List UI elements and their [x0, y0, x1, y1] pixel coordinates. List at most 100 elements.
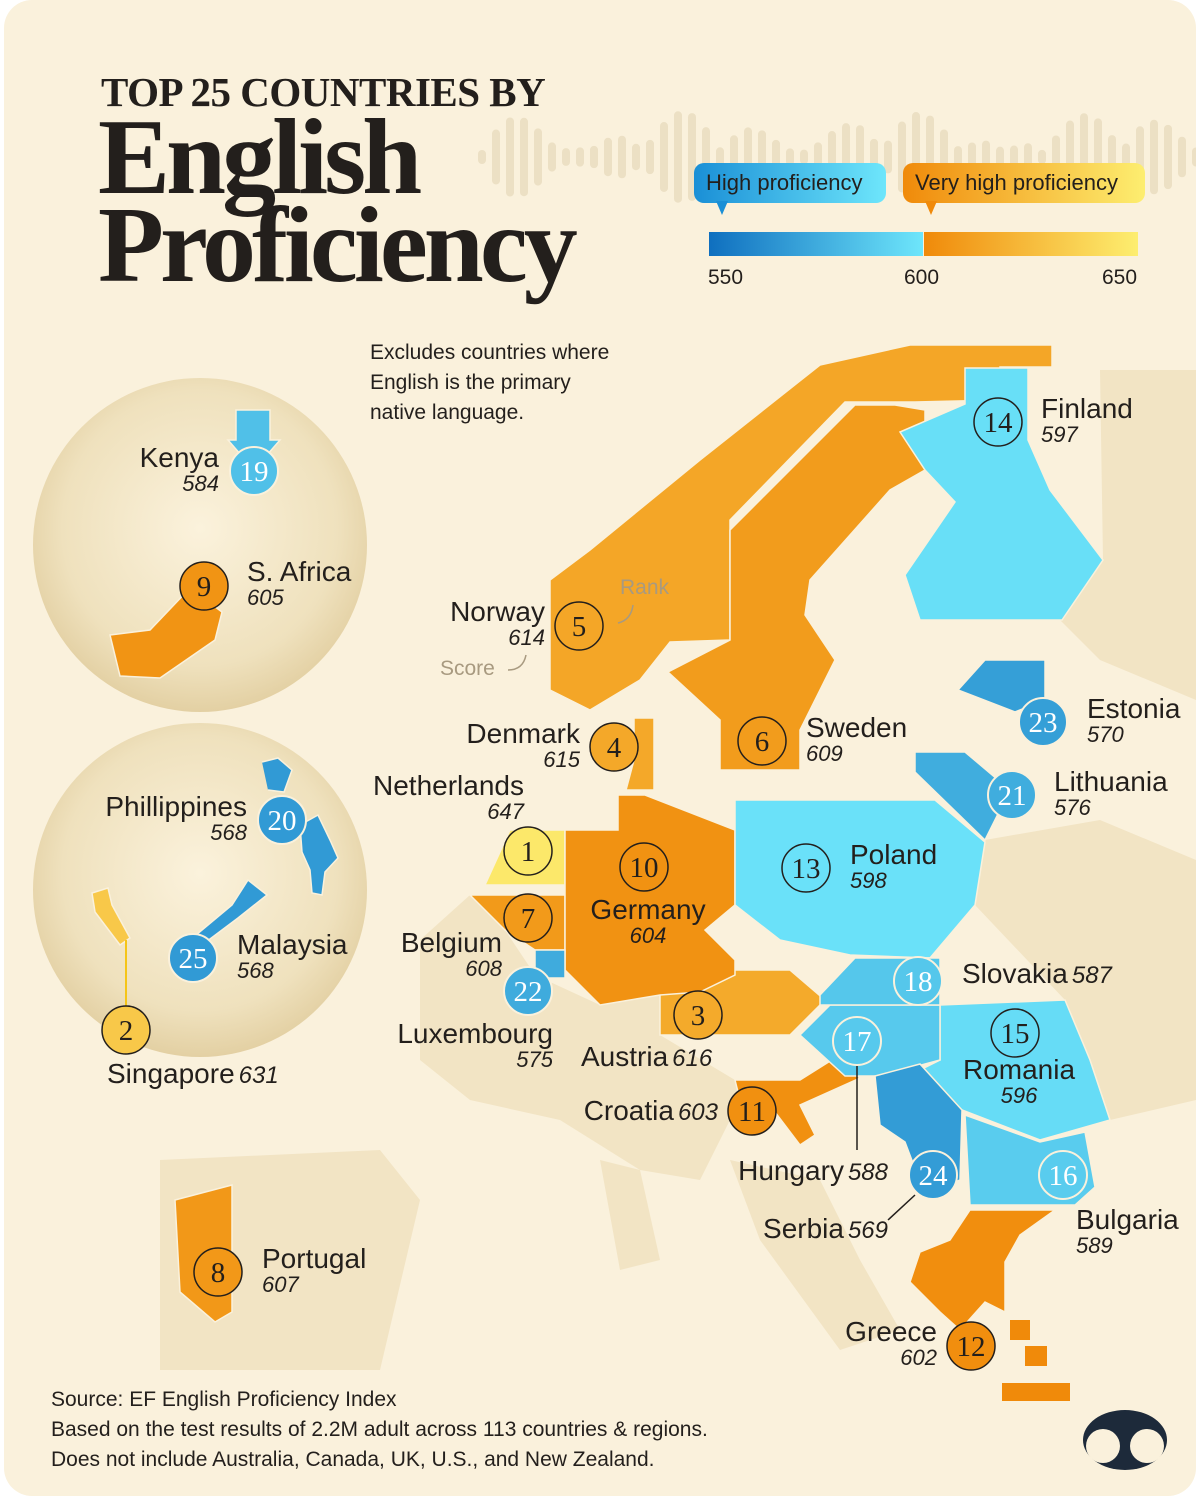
country-name: Serbia: [763, 1213, 844, 1244]
footer: Source: EF English Proficiency Index Bas…: [51, 1385, 708, 1475]
wave-bar: [996, 146, 1004, 168]
country-label-singapore: Singapore 631: [107, 1060, 279, 1088]
country-name: Portugal: [262, 1243, 367, 1274]
rank-number: 9: [197, 571, 212, 603]
rank-number: 15: [1001, 1018, 1030, 1050]
country-label-estonia: Estonia 570: [1087, 695, 1180, 747]
rank-number: 20: [268, 805, 297, 837]
wave-bar: [492, 129, 500, 185]
country-name: Malaysia: [237, 929, 348, 960]
rank-badge-s-africa: 9: [179, 561, 229, 611]
country-label-finland: Finland 597: [1041, 395, 1133, 447]
rank-annotation: Rank: [620, 576, 670, 599]
title-english: English: [98, 98, 422, 217]
country-score: 607: [262, 1272, 299, 1297]
country-label-s-africa: S. Africa 605: [247, 558, 351, 610]
rank-badge-hungary: 17: [832, 1016, 882, 1066]
country-name: Singapore: [107, 1058, 235, 1089]
rank-circle: [832, 1016, 882, 1066]
rank-circle: [193, 1247, 243, 1297]
greece-island: [1002, 1383, 1070, 1401]
country-name: Austria: [581, 1041, 669, 1072]
exclusions-line: Does not include Australia, Canada, UK, …: [51, 1448, 655, 1471]
country-score: 608: [465, 956, 502, 981]
country-name: Sweden: [806, 712, 908, 743]
exclusion-note: Excludes countries where English is the …: [370, 338, 609, 428]
country-name: Phillippines: [105, 791, 247, 822]
country-label-hungary: Hungary 588: [738, 1157, 888, 1185]
rank-circle: [503, 893, 553, 943]
country-score: 597: [1041, 422, 1078, 447]
rank-badge-malaysia: 25: [168, 933, 218, 983]
country-label-croatia: Croatia 603: [584, 1097, 718, 1125]
country-name: Luxembourg: [397, 1018, 553, 1049]
wave-bar: [1178, 136, 1186, 178]
brand-logo-icon: [1083, 1410, 1167, 1470]
country-label-bulgaria: Bulgaria 589: [1076, 1206, 1179, 1258]
rank-badge-romania: 15: [990, 1008, 1040, 1058]
wave-bar: [954, 146, 962, 168]
country-score: 576: [1054, 795, 1091, 820]
rank-badge-kenya: 19: [229, 446, 279, 496]
rank-number: 21: [998, 780, 1027, 812]
source-line: Source: EF English Proficiency Index: [51, 1388, 397, 1411]
score-arrow-icon: [507, 654, 527, 671]
map: 12 34567891011121314151617181920212223242…: [33, 111, 1196, 1470]
rank-number: 10: [630, 852, 659, 884]
country-score: 603: [677, 1099, 718, 1126]
country-shape-romania: [918, 999, 1111, 1141]
country-label-luxembourg: Luxembourg 575: [397, 1020, 553, 1072]
legend-bar-very-high: [924, 232, 1138, 256]
country-name: Hungary: [738, 1155, 844, 1186]
rank-badge-phillippines: 20: [257, 795, 307, 845]
wave-bar: [800, 149, 808, 165]
wave-bar: [562, 148, 570, 166]
rank-badge-slovakia: 18: [893, 956, 943, 1006]
rank-number: 3: [691, 1000, 706, 1032]
country-label-denmark: Denmark 615: [466, 720, 580, 772]
country-name: Finland: [1041, 393, 1133, 424]
rank-badge-singapore: 2: [101, 1005, 151, 1055]
card: 1 2 3 4 5 6 7 8 9 10 11 12 13 14 15 16 17 18 19 20 21 22 23 24 2…: [4, 0, 1196, 1496]
country-name: Slovakia: [962, 958, 1068, 989]
country-name: Belgium: [400, 927, 502, 958]
country-name: S. Africa: [247, 556, 352, 587]
rank-badge-poland: 13: [781, 843, 831, 893]
country-name: Greece: [845, 1316, 937, 1347]
country-shape-phillippines: [261, 757, 339, 896]
country-label-phillippines: Phillippines 568: [105, 793, 247, 845]
rank-circle: [781, 843, 831, 893]
country-score: 609: [806, 741, 843, 766]
country-label-sweden: Sweden 609: [806, 714, 907, 766]
rank-circle: [987, 770, 1037, 820]
country-label-netherlands: Netherlands 647: [373, 772, 524, 824]
country-score: 598: [850, 868, 887, 893]
country-score: 647: [487, 799, 524, 824]
rank-number: 1: [521, 836, 536, 868]
rank-circle: [503, 826, 553, 876]
country-score: 570: [1087, 722, 1124, 747]
rank-circle: [257, 795, 307, 845]
country-score: 615: [543, 747, 580, 772]
country-label-kenya: Kenya 584: [140, 444, 219, 496]
country-score: 584: [182, 471, 219, 496]
rank-number: 6: [755, 726, 770, 758]
country-label-germany: Germany 604: [590, 896, 705, 948]
country-score: 587: [1071, 962, 1112, 989]
country-label-malaysia: Malaysia 568: [237, 931, 347, 983]
rank-number: 25: [179, 943, 208, 975]
rank-circle: [589, 722, 639, 772]
country-score: 631: [238, 1062, 279, 1089]
rank-number: 7: [521, 903, 536, 935]
rank-badge-austria: 3: [673, 990, 723, 1040]
rank-number: 8: [211, 1257, 226, 1289]
wave-bar: [716, 147, 724, 167]
rank-badge-sweden: 6: [737, 716, 787, 766]
rank-number: 2: [119, 1015, 134, 1047]
rank-badge-norway: 5: [554, 601, 604, 651]
country-score: 596: [1000, 1083, 1038, 1108]
rank-circle: [168, 933, 218, 983]
country-name: Germany: [590, 894, 706, 925]
rank-number: 5: [572, 611, 587, 643]
country-label-greece: Greece 602: [845, 1318, 937, 1370]
